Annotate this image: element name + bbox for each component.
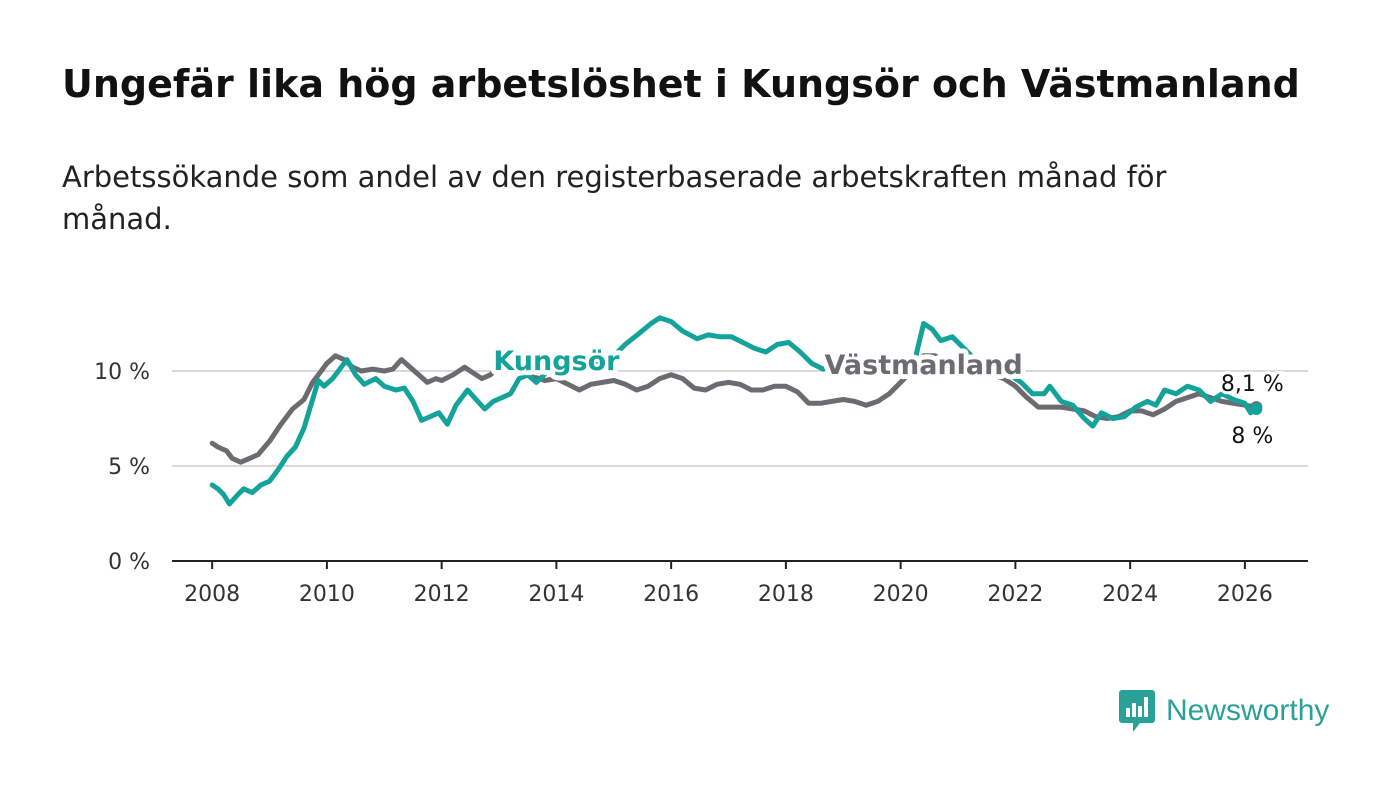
series-label-kungsor: Kungsör [493, 346, 620, 377]
x-tick-label: 2014 [528, 582, 584, 607]
grid-lines [172, 370, 1308, 562]
newsworthy-logo-icon [1119, 690, 1155, 732]
y-tick-label: 10 % [94, 360, 150, 385]
brand-name: Newsworthy [1166, 694, 1330, 727]
x-tick-label: 2020 [873, 582, 929, 607]
x-tick-label: 2018 [758, 582, 814, 607]
x-tick-label: 2010 [299, 582, 355, 607]
end-value-label: 8 % [1231, 424, 1273, 449]
series-lines [209, 315, 1263, 507]
x-tick-label: 2026 [1217, 582, 1273, 607]
y-tick-label: 5 % [108, 455, 150, 480]
x-tick-label: 2012 [414, 582, 470, 607]
x-tick-label: 2008 [184, 582, 240, 607]
x-axis-ticks: 2008 2010 2012 2014 2016 2018 2020 2022 2024 2026 [184, 561, 1273, 607]
series-label-vastmanland: Västmanland [824, 350, 1022, 381]
series-end-point [1250, 403, 1263, 415]
end-value-label: 8,1 % [1221, 372, 1284, 397]
x-tick-label: 2024 [1102, 582, 1158, 607]
y-tick-label: 0 % [108, 550, 150, 575]
x-tick-label: 2022 [987, 582, 1043, 607]
series-line-kungsor [209, 315, 1259, 507]
y-axis-ticks: 0 % 5 % 10 % [94, 360, 150, 575]
newsworthy-brand[interactable]: Newsworthy [1118, 688, 1329, 734]
chart-title: Ungefär lika hög arbetslöshet i Kungsör … [62, 62, 1300, 106]
series-labels: Kungsör Västmanland 8,1 % 8 % [488, 341, 1286, 452]
series-line-vastmanland [209, 353, 1259, 465]
chart-subtitle: Arbetssökande som andel av den registerb… [62, 160, 1167, 236]
x-tick-label: 2016 [643, 582, 699, 607]
